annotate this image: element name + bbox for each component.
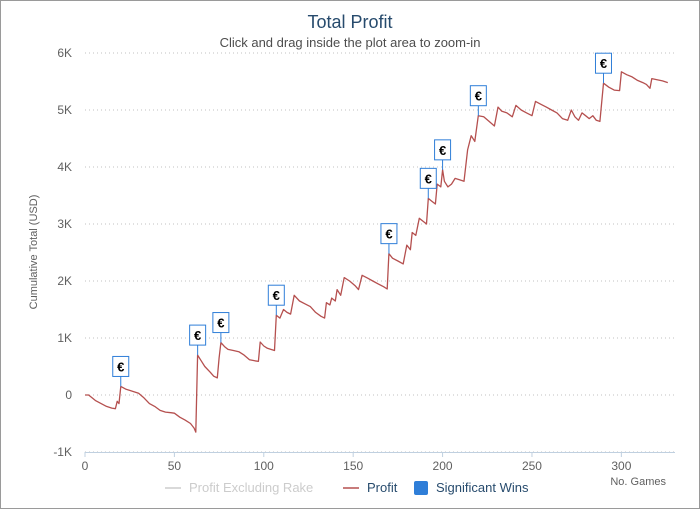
- legend: Profit Excluding Rake Profit Significant…: [165, 480, 529, 495]
- x-tick-label: 100: [254, 459, 274, 473]
- series-layer: [85, 71, 668, 433]
- significant-win-flag[interactable]: €: [189, 324, 207, 356]
- significant-win-flag[interactable]: €: [212, 312, 230, 343]
- y-axis-title: Cumulative Total (USD): [28, 195, 40, 310]
- x-tick-label: 0: [82, 459, 89, 473]
- flag-box: [469, 85, 487, 107]
- flag-box: [112, 355, 130, 377]
- significant-win-flag[interactable]: €: [594, 52, 612, 84]
- flag-label: €: [117, 359, 124, 374]
- significant-win-flag[interactable]: €: [380, 223, 398, 254]
- y-tick-label: 6K: [57, 46, 72, 60]
- significant-win-flag[interactable]: €: [469, 85, 487, 116]
- flag-box: [380, 223, 398, 245]
- flag-label: €: [194, 328, 201, 343]
- legend-item-significant-wins[interactable]: Significant Wins: [414, 480, 529, 495]
- y-tick-label: -1K: [53, 445, 72, 459]
- x-axis-title: No. Games: [610, 476, 666, 488]
- flag-label: €: [475, 89, 482, 104]
- chart-subtitle: Click and drag inside the plot area to z…: [220, 35, 481, 50]
- grid-lines: [85, 52, 675, 453]
- profit-series-line: [85, 71, 668, 433]
- x-axis: 0 50 100 150 200 250 300: [82, 452, 675, 473]
- legend-swatch-significant-wins: [414, 481, 428, 495]
- y-tick-label: 3K: [57, 217, 72, 231]
- x-tick-label: 150: [343, 459, 363, 473]
- flag-label: €: [425, 171, 432, 186]
- significant-win-flag[interactable]: €: [434, 139, 452, 170]
- flag-label: €: [273, 288, 280, 303]
- significant-win-flag[interactable]: €: [419, 167, 437, 199]
- y-tick-label: 5K: [57, 103, 72, 117]
- legend-label-significant-wins: Significant Wins: [436, 480, 529, 495]
- legend-item-profit[interactable]: Profit: [343, 480, 398, 495]
- significant-win-flag[interactable]: €: [267, 284, 285, 316]
- x-tick-label: 250: [522, 459, 542, 473]
- flag-box: [434, 139, 452, 161]
- legend-label-profit: Profit: [367, 480, 398, 495]
- y-tick-label: 0: [65, 388, 72, 402]
- flag-box: [419, 167, 437, 189]
- x-tick-label: 200: [433, 459, 453, 473]
- y-tick-label: 2K: [57, 274, 72, 288]
- flag-label: €: [439, 143, 446, 158]
- significant-wins-flags[interactable]: € € € € € € € € €: [112, 52, 612, 387]
- y-axis: -1K 0 1K 2K 3K 4K 5K 6K: [53, 46, 72, 459]
- x-tick-label: 50: [168, 459, 182, 473]
- flag-box: [212, 312, 230, 334]
- flag-label: €: [600, 56, 607, 71]
- flag-box: [594, 52, 612, 74]
- flag-box: [189, 324, 207, 346]
- y-tick-label: 1K: [57, 331, 72, 345]
- legend-label-profit-excluding-rake: Profit Excluding Rake: [189, 480, 313, 495]
- x-tick-label: 300: [611, 459, 631, 473]
- legend-item-profit-excluding-rake[interactable]: Profit Excluding Rake: [165, 480, 313, 495]
- y-tick-label: 4K: [57, 160, 72, 174]
- chart-title: Total Profit: [307, 12, 392, 32]
- flag-label: €: [385, 227, 392, 242]
- flag-label: €: [217, 316, 224, 331]
- significant-win-flag[interactable]: €: [112, 355, 130, 387]
- flag-box: [267, 284, 285, 306]
